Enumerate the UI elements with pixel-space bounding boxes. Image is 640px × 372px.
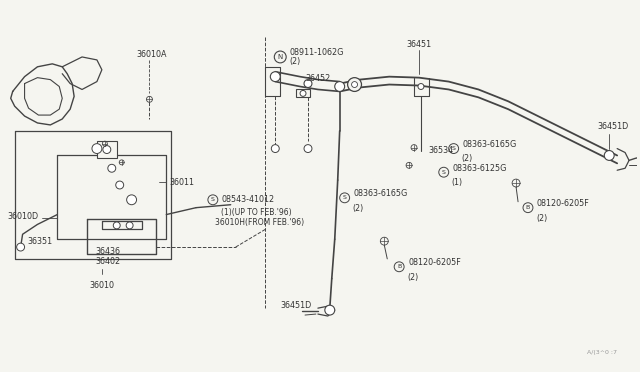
Text: S: S — [442, 170, 445, 175]
Text: 36351: 36351 — [28, 237, 52, 246]
Text: 08363-6165G: 08363-6165G — [353, 189, 408, 198]
Text: (2): (2) — [353, 204, 364, 213]
Circle shape — [108, 164, 116, 172]
Text: N: N — [278, 54, 283, 60]
Circle shape — [418, 84, 424, 89]
Text: 08363-6125G: 08363-6125G — [452, 164, 507, 173]
Text: 36451: 36451 — [406, 40, 431, 49]
Circle shape — [325, 305, 335, 315]
Circle shape — [300, 90, 306, 96]
Circle shape — [113, 222, 120, 229]
Text: 36402: 36402 — [95, 257, 120, 266]
Text: (1)(UP TO FEB.'96): (1)(UP TO FEB.'96) — [221, 208, 291, 217]
Text: 36010: 36010 — [90, 280, 115, 289]
Circle shape — [270, 72, 280, 81]
Text: 36010A: 36010A — [136, 50, 166, 59]
Circle shape — [103, 145, 111, 154]
Text: A/(3^0 :7: A/(3^0 :7 — [587, 350, 617, 355]
Circle shape — [126, 222, 133, 229]
Text: 08543-41012: 08543-41012 — [222, 195, 275, 204]
Text: (2): (2) — [289, 57, 300, 66]
Text: (2): (2) — [461, 154, 473, 163]
Text: 36436: 36436 — [95, 247, 120, 256]
Circle shape — [335, 81, 345, 92]
Text: (1): (1) — [452, 178, 463, 187]
Text: 36452: 36452 — [305, 74, 330, 83]
Text: 36010H(FROM FEB.'96): 36010H(FROM FEB.'96) — [215, 218, 304, 227]
Circle shape — [304, 80, 312, 87]
Text: 36451D: 36451D — [597, 122, 628, 131]
Text: B: B — [526, 205, 530, 210]
Bar — [97, 141, 116, 158]
Text: B: B — [397, 264, 401, 269]
Text: 08363-6165G: 08363-6165G — [463, 140, 517, 149]
Circle shape — [271, 145, 279, 153]
Circle shape — [604, 151, 614, 160]
Text: 36451D: 36451D — [281, 301, 312, 310]
Circle shape — [92, 144, 102, 154]
Text: 36011: 36011 — [169, 178, 195, 187]
Text: S: S — [452, 146, 456, 151]
Circle shape — [127, 195, 136, 205]
Circle shape — [304, 145, 312, 153]
Circle shape — [351, 81, 358, 87]
Text: 08120-6205F: 08120-6205F — [408, 258, 461, 267]
Text: S: S — [342, 195, 347, 200]
Text: 08911-1062G: 08911-1062G — [289, 48, 344, 57]
Text: 36010D: 36010D — [8, 212, 39, 221]
Circle shape — [348, 78, 362, 92]
Text: (2): (2) — [407, 273, 419, 282]
Text: 36534: 36534 — [429, 145, 454, 155]
Text: S: S — [211, 197, 215, 202]
Bar — [296, 89, 310, 97]
Circle shape — [116, 181, 124, 189]
Text: 08120-6205F: 08120-6205F — [537, 199, 589, 208]
Text: (2): (2) — [536, 214, 547, 222]
Circle shape — [17, 243, 24, 251]
